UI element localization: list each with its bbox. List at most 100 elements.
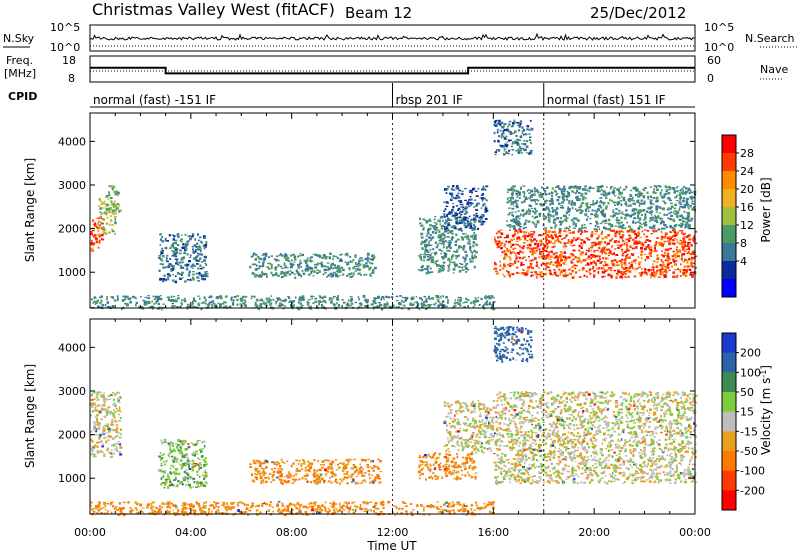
- echo-cell: [590, 261, 592, 265]
- echo-cell: [621, 191, 623, 195]
- echo-cell: [168, 234, 172, 236]
- echo-cell: [567, 227, 570, 230]
- echo-cell: [341, 479, 343, 483]
- echo-cell: [135, 301, 138, 304]
- echo-cell: [268, 478, 270, 480]
- echo-cell: [684, 232, 686, 235]
- echo-cell: [457, 296, 461, 299]
- echo-cell: [462, 233, 465, 235]
- echo-cell: [102, 408, 105, 411]
- echo-cell: [590, 246, 593, 249]
- echo-cell: [161, 454, 164, 456]
- echo-cell: [617, 212, 620, 215]
- echo-cell: [536, 221, 540, 224]
- echo-cell: [111, 455, 114, 457]
- echo-cell: [572, 231, 575, 234]
- echo-cell: [184, 484, 188, 486]
- echo-cell: [334, 480, 337, 483]
- echo-cell: [101, 445, 105, 448]
- echo-cell: [318, 468, 322, 472]
- echo-cell: [625, 213, 629, 216]
- echo-cell: [683, 185, 686, 188]
- echo-cell: [513, 225, 516, 228]
- echo-cell: [362, 264, 365, 267]
- echo-cell: [458, 303, 462, 305]
- echo-cell: [512, 132, 515, 134]
- echo-cell: [514, 141, 517, 143]
- echo-cell: [627, 214, 630, 217]
- echo-cell: [439, 216, 443, 219]
- echo-cell: [313, 459, 316, 462]
- echo-cell: [402, 301, 405, 303]
- echo-cell: [572, 258, 575, 260]
- echo-cell: [184, 440, 187, 443]
- echo-cell: [526, 269, 530, 272]
- echo-cell: [184, 448, 186, 451]
- echo-cell: [609, 223, 612, 226]
- echo-cell: [449, 211, 453, 214]
- echo-cell: [666, 263, 670, 266]
- echo-cell: [463, 224, 466, 226]
- echo-cell: [310, 271, 313, 274]
- echo-cell: [619, 244, 622, 248]
- echo-cell: [439, 223, 441, 225]
- echo-cell: [544, 200, 546, 203]
- echo-cell: [576, 219, 579, 222]
- echo-cell: [96, 227, 100, 229]
- echo-cell: [617, 222, 621, 225]
- echo-cell: [519, 149, 522, 152]
- echo-cell: [174, 442, 178, 445]
- echo-cell: [564, 272, 567, 275]
- echo-cell: [672, 218, 675, 221]
- echo-cell: [317, 254, 321, 257]
- echo-cell: [494, 263, 498, 266]
- echo-cell: [307, 301, 310, 304]
- echo-cell: [321, 301, 324, 303]
- echo-cell: [649, 186, 652, 188]
- echo-cell: [174, 450, 177, 452]
- echo-cell: [529, 259, 533, 262]
- echo-cell: [507, 271, 510, 274]
- echo-cell: [164, 439, 166, 441]
- echo-cell: [172, 465, 175, 468]
- echo-cell: [544, 273, 547, 276]
- echo-cell: [427, 243, 430, 246]
- echo-cell: [103, 436, 107, 439]
- echo-cell: [672, 271, 675, 274]
- echo-cell: [575, 217, 578, 220]
- echo-cell: [204, 262, 207, 264]
- echo-cell: [445, 214, 448, 217]
- echo-cell: [568, 200, 571, 203]
- echo-cell: [661, 217, 663, 220]
- echo-cell: [568, 208, 571, 211]
- echo-cell: [686, 252, 689, 255]
- echo-cell: [278, 297, 281, 300]
- echo-cell: [114, 208, 117, 211]
- echo-cell: [580, 226, 584, 230]
- echo-cell: [611, 191, 615, 194]
- echo-cell: [682, 252, 686, 256]
- echo-cell: [316, 272, 319, 275]
- echo-cell: [481, 188, 484, 191]
- echo-cell: [512, 248, 515, 251]
- echo-cell: [274, 267, 277, 270]
- echo-cell: [187, 463, 190, 466]
- echo-cell: [550, 235, 553, 238]
- echo-cell: [625, 255, 628, 258]
- echo-cell: [117, 191, 120, 195]
- echo-cell: [604, 191, 607, 195]
- echo-cell: [551, 209, 554, 212]
- echo-cell: [352, 479, 355, 482]
- echo-cell: [298, 255, 302, 257]
- echo-cell: [564, 245, 567, 248]
- echo-cell: [617, 264, 620, 267]
- echo-cell: [636, 200, 639, 203]
- echo-cell: [429, 254, 432, 257]
- echo-cell: [107, 395, 111, 397]
- echo-cell: [601, 237, 604, 240]
- echo-cell: [338, 267, 341, 270]
- echo-cell: [351, 481, 353, 483]
- echo-cell: [192, 299, 196, 302]
- echo-cell: [444, 216, 446, 219]
- echo-cell: [430, 297, 434, 300]
